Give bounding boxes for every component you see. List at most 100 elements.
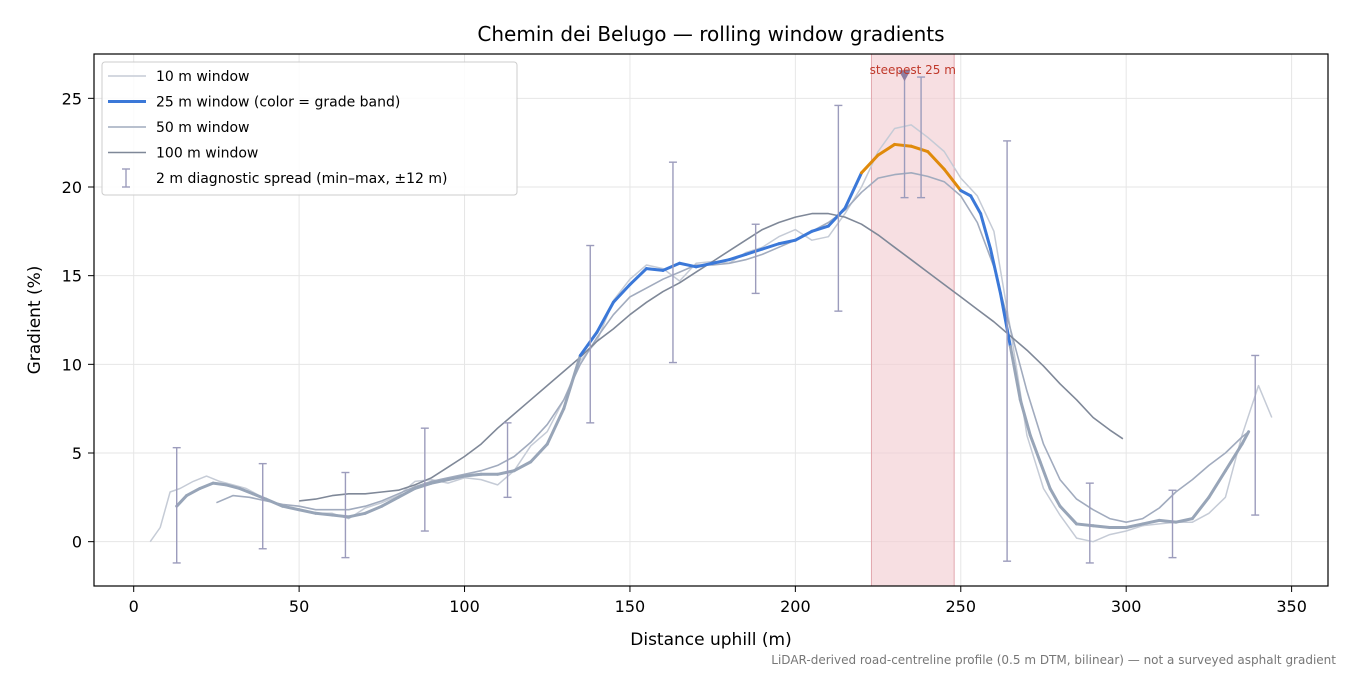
- series-25m-segment: [777, 238, 797, 246]
- y-tick-label: 5: [72, 444, 82, 463]
- series-25m-segment: [496, 469, 516, 476]
- series-25m-segment: [1091, 524, 1112, 529]
- x-tick-label: 50: [289, 597, 309, 616]
- series-25m-segment: [1174, 517, 1194, 524]
- series-25m-segment: [314, 511, 334, 517]
- series-25m-segment: [1141, 518, 1161, 526]
- series-25m-segment: [413, 481, 433, 490]
- x-axis-label: Distance uphill (m): [630, 630, 791, 650]
- steepest-label: steepest 25 m: [870, 63, 956, 77]
- series-25m-segment: [1157, 518, 1178, 524]
- legend-item: 50 m window: [108, 120, 249, 136]
- series-25m-segment: [578, 330, 599, 357]
- y-tick-label: 0: [72, 533, 82, 552]
- legend-label: 25 m window (color = grade band): [156, 95, 400, 111]
- errorbar: [258, 462, 267, 550]
- series-25m-segment: [396, 486, 417, 499]
- series-25m-segment: [628, 267, 648, 287]
- y-tick-label: 10: [62, 355, 82, 374]
- series-25m-segment: [1018, 398, 1032, 437]
- x-tick-label: 350: [1276, 597, 1307, 616]
- series-50m-line: [216, 172, 1250, 524]
- chart-title: Chemin dei Belugo — rolling window gradi…: [477, 22, 944, 46]
- errorbar: [1168, 489, 1177, 559]
- legend-label: 10 m window: [156, 69, 249, 85]
- series-layer: [149, 124, 1273, 543]
- errorbar: [917, 76, 926, 199]
- annotation-layer: steepest 25 m: [870, 63, 956, 82]
- series-25m-segment: [1038, 460, 1052, 490]
- errorbar: [420, 427, 429, 532]
- series-25m-segment: [281, 504, 301, 512]
- series-25m-segment: [429, 478, 450, 485]
- series-25m-segment: [694, 261, 715, 269]
- series-25m-segment: [678, 261, 698, 269]
- series-25m-segment: [595, 300, 615, 334]
- footnote: LiDAR-derived road-centreline profile (0…: [771, 653, 1336, 667]
- series-25m-segment: [1124, 522, 1145, 529]
- errorbar: [1085, 482, 1094, 564]
- series-25m-segment: [347, 511, 367, 519]
- series-25m-segment: [198, 481, 215, 490]
- series-25m-segment: [330, 513, 351, 519]
- series-25m-segment: [1190, 495, 1211, 521]
- series-25m-segment: [661, 261, 682, 272]
- series-25m-segment: [1008, 345, 1022, 402]
- series-25m-segment: [1058, 504, 1079, 526]
- series-25m-segment: [942, 167, 963, 193]
- series-25m-segment: [211, 481, 228, 487]
- errorbar: [751, 223, 760, 295]
- legend-label: 100 m window: [156, 146, 258, 162]
- series-25m-segment: [529, 442, 549, 464]
- x-tick-label: 250: [946, 597, 977, 616]
- x-tick-label: 100: [449, 597, 480, 616]
- y-axis-label: Gradient (%): [25, 266, 45, 375]
- series-100m-line: [299, 212, 1124, 502]
- y-tick-label: 15: [62, 267, 82, 286]
- series-25m-segment: [893, 142, 913, 148]
- series-25m-segment: [1048, 486, 1062, 508]
- y-tick-label: 25: [62, 89, 82, 108]
- errorbar: [341, 471, 350, 559]
- x-tick-label: 150: [615, 597, 646, 616]
- series-25m-segment: [644, 267, 665, 272]
- series-25m-segment: [463, 472, 483, 478]
- series-25m-segment: [926, 150, 946, 171]
- errorbar-layer: [172, 71, 1260, 564]
- series-25m-segment: [380, 495, 400, 508]
- errorbar: [668, 161, 677, 364]
- legend-item: 100 m window: [108, 146, 258, 162]
- series-25m-segment: [1075, 522, 1095, 528]
- errorbar: [586, 244, 595, 424]
- legend-label: 2 m diagnostic spread (min–max, ±12 m): [156, 171, 447, 187]
- series-25m-segment: [363, 504, 384, 515]
- errorbar: [503, 422, 512, 499]
- x-tick-label: 300: [1111, 597, 1142, 616]
- series-25m-segment: [611, 283, 632, 304]
- series-25m-segment: [1028, 433, 1042, 464]
- series-25m-segment: [969, 194, 983, 216]
- series-25m-segment: [224, 483, 242, 490]
- series-25m-segment: [251, 492, 268, 501]
- series-25m-segment: [793, 229, 814, 242]
- series-25m-segment: [979, 212, 993, 251]
- legend-box: [101, 61, 518, 196]
- series-25m-segment: [843, 171, 864, 210]
- series-25m-segment: [810, 224, 830, 233]
- series-25m-segment: [238, 486, 255, 496]
- legend-item: 25 m window (color = grade band): [108, 95, 400, 111]
- series-25m-segment: [185, 486, 202, 498]
- series-25m-segment: [711, 258, 731, 265]
- series-25m-segment: [760, 242, 781, 251]
- errorbar: [1251, 354, 1260, 516]
- tick-layer: 0 50 100 150 200 250 300 350 0 5 10 15 20 25: [62, 89, 1307, 616]
- legend: 10 m window 25 m window (color = grade ba…: [101, 61, 518, 196]
- series-25m-segment: [512, 460, 533, 473]
- series-25m-segment: [545, 407, 566, 446]
- series-25m-segment: [446, 474, 467, 482]
- series-25m-segment: [1223, 442, 1244, 473]
- series-25m-segment: [909, 144, 930, 154]
- y-tick-label: 20: [62, 178, 82, 197]
- series-25m-segment: [1207, 469, 1227, 499]
